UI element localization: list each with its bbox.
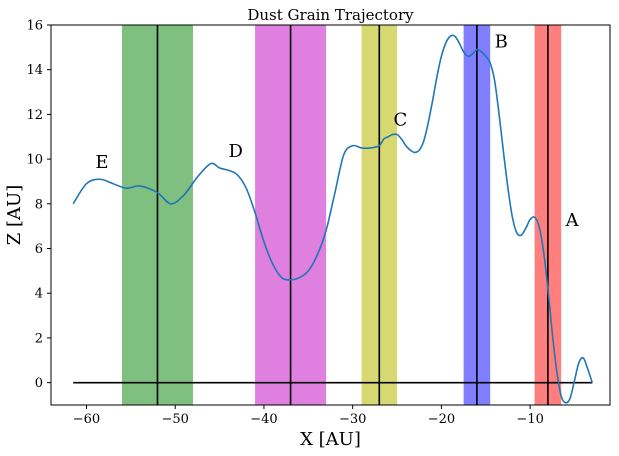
y-tick-label: 16	[26, 19, 43, 34]
plot-frame	[50, 24, 611, 406]
annotation-E: E	[95, 152, 108, 173]
y-axis-label: Z [AU]	[4, 185, 25, 245]
x-tick-label: −30	[339, 412, 366, 427]
y-tick-label: 12	[26, 108, 43, 123]
y-tick-label: 0	[35, 376, 43, 391]
annotation-A: A	[565, 210, 580, 231]
trajectory-line	[72, 34, 594, 404]
chart-title: Dust Grain Trajectory	[247, 6, 414, 24]
y-tick-label: 4	[35, 287, 43, 302]
annotation-C: C	[393, 110, 407, 131]
y-tick-label: 2	[35, 331, 43, 346]
x-axis-label: X [AU]	[300, 429, 361, 450]
y-tick-label: 6	[35, 242, 43, 257]
x-tick-label: −10	[516, 412, 543, 427]
y-tick-label: 10	[26, 153, 43, 168]
annotation-D: D	[228, 141, 242, 162]
y-tick-label: 14	[26, 63, 43, 78]
x-tick-label: −40	[250, 412, 277, 427]
y-tick-label: 8	[35, 197, 43, 212]
x-tick-label: −20	[428, 412, 455, 427]
x-tick-label: −50	[162, 412, 189, 427]
annotation-B: B	[495, 31, 508, 52]
x-tick-label: −60	[73, 412, 100, 427]
